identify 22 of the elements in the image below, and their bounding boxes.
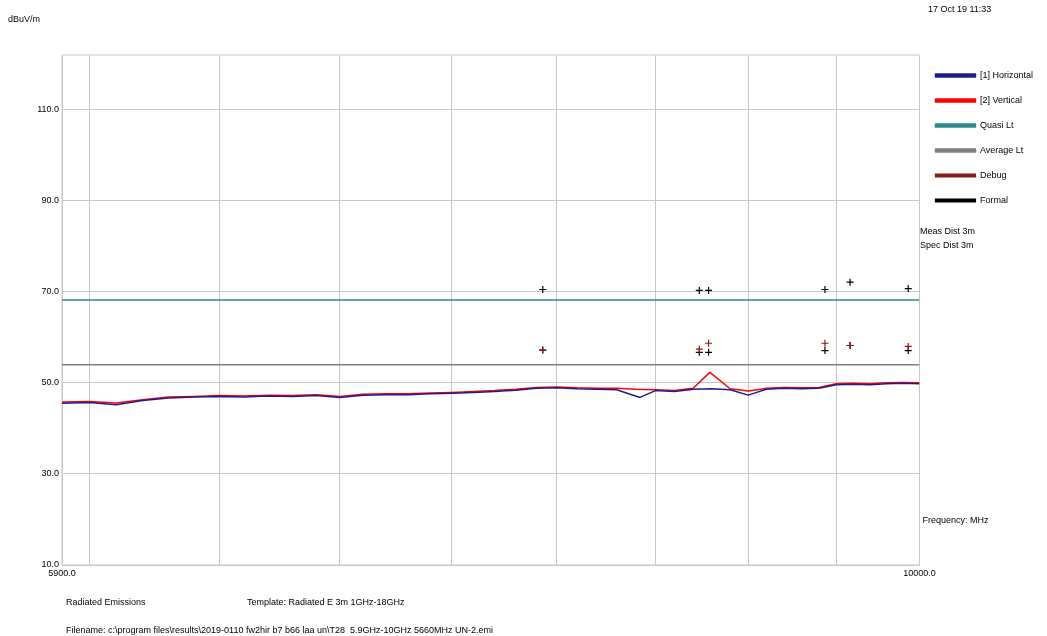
y-tick-label: 90.0 [41,195,59,206]
y-tick-label: 50.0 [41,377,59,388]
y-tick-label: 70.0 [41,286,59,297]
text: Spec Dist 3m [920,240,974,251]
x-axis-title: Frequency: MHz [922,515,989,526]
legend-label: Quasi Lt [979,119,1014,130]
text: Filename: c:\program files\results\2019-0110 fw2hir b7 b66 laa un\T28 5.9GHz-10GHz 5660MHz UN-2.emi [66,625,494,636]
y-tick-label: 10.0 [41,559,59,570]
legend-label: [1] Horizontal [979,69,1034,80]
y-tick-label: 110.0 [37,104,59,115]
text: Template: Radiated E 3m 1GHz-18GHz [247,597,406,608]
legend-label: Average Lt [979,144,1024,155]
legend-label: Formal [979,194,1008,205]
y-tick-label: 30.0 [41,468,59,479]
y-axis-title: dBuV/m [8,14,41,25]
text: Meas Dist 3m [920,226,976,237]
x-tick-label: 10000.0 [903,567,936,578]
text: Radiated Emissions [66,597,147,608]
legend-label: Debug [979,169,1007,180]
legend-label: [2] Vertical [979,94,1023,105]
text: 17 Oct 19 11:33 [928,4,992,15]
x-tick-label: 5900.0 [48,567,76,578]
